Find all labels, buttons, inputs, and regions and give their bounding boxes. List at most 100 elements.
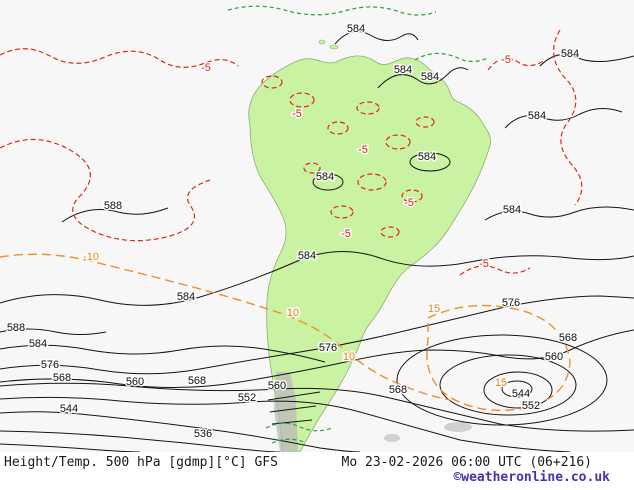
contour-label: 584	[347, 23, 365, 35]
temp-orange-low-loop	[426, 304, 571, 411]
temp-red-amazon-3	[356, 101, 380, 115]
contour-584-right-1	[504, 108, 623, 129]
credit-link[interactable]: ©weatheronline.co.uk	[453, 470, 610, 485]
temp-red-leftmid	[0, 138, 211, 242]
temp-red-amazon-1	[289, 92, 315, 108]
contour-536-south	[0, 430, 281, 452]
temp-red-amazon-5	[415, 116, 435, 128]
contour-label: -5	[501, 54, 511, 66]
contour-label: 544	[60, 403, 78, 415]
contour-label: -5	[479, 258, 489, 270]
temp-red-topright	[487, 57, 546, 71]
contour-588-pacific	[61, 207, 169, 223]
temp-red-amazon-6	[357, 173, 387, 191]
contour-label: 588	[7, 322, 25, 334]
contour-label: 584	[298, 250, 316, 262]
temp-contours-orange-layer	[0, 253, 571, 411]
contour-label: 10	[287, 307, 299, 319]
temp-green-tip-2	[271, 438, 305, 444]
temp-red-amazon-2	[327, 121, 349, 135]
contour-544-cutoff-low	[501, 380, 533, 398]
contour-label: 568	[188, 375, 206, 387]
contour-label: 568	[389, 384, 407, 396]
contour-label: 568	[53, 372, 71, 384]
contour-label: 584	[503, 204, 521, 216]
terrain-blob-southeast	[444, 422, 472, 432]
contour-label: -5	[341, 228, 351, 240]
contour-label: 10	[343, 351, 355, 363]
contour-552-cutoff-low	[483, 371, 553, 409]
contour-544-south	[0, 411, 361, 452]
contour-584-top-a	[334, 31, 419, 45]
contour-label: 560	[126, 376, 144, 388]
temp-red-amazon-7	[401, 189, 423, 203]
contour-labels-layer: 584 584 584 584 584 584 584 584 588 584 584 588 584 5…	[5, 22, 580, 442]
contour-label: -5	[358, 144, 368, 156]
temp-green-equator	[227, 5, 437, 16]
contour-584-loop-center	[312, 173, 344, 191]
contour-568-cutoff-low	[396, 334, 608, 426]
contour-588-south	[0, 328, 107, 335]
contour-label: 544	[512, 388, 530, 400]
contour-584-subtropical-ridge	[0, 251, 634, 306]
andes-terrain-shading	[274, 372, 298, 452]
contour-label: 560	[545, 351, 563, 363]
temp-orange-minus10	[0, 253, 451, 401]
contour-584-guyana	[377, 67, 469, 89]
contour-584-south	[0, 344, 326, 363]
contour-584-right-2	[484, 206, 634, 221]
contour-568-south	[0, 329, 634, 389]
footer-caption-row: Height/Temp. 500 hPa [gdmp][°C] GFS Mo 2…	[0, 452, 634, 470]
contour-label: 560	[268, 380, 286, 392]
temp-red-amazon-4	[385, 134, 411, 150]
contour-label: 568	[559, 332, 577, 344]
contour-label: 584	[394, 64, 412, 76]
contour-label: -5	[201, 62, 211, 74]
temp-red-amazon-10	[380, 226, 400, 238]
south-america-coastline	[248, 55, 491, 452]
contour-584-loop-east	[409, 152, 451, 172]
contour-patagonia-2	[269, 405, 317, 413]
map-datetime: Mo 23-02-2026 06:00 UTC (06+216)	[341, 455, 592, 470]
contour-label: 584	[421, 71, 439, 83]
contour-label: 576	[502, 297, 520, 309]
contour-label: 576	[41, 359, 59, 371]
contour-label: 536	[194, 428, 212, 440]
contour-patagonia-3	[271, 419, 313, 425]
temp-red-topleft	[0, 48, 239, 68]
contour-label: -5	[404, 197, 414, 209]
contour-label: 584	[29, 338, 47, 350]
island-small-2	[318, 39, 326, 45]
contour-patagonia-1	[267, 391, 321, 401]
contour-560-south	[0, 382, 634, 432]
contour-576-south	[0, 295, 634, 375]
temp-contours-red-layer	[0, 29, 583, 276]
terrain-blob-islands	[384, 434, 400, 442]
contour-label: 584	[316, 171, 334, 183]
contour-extra-bottom	[0, 443, 141, 452]
temp-red-colombia	[261, 75, 283, 89]
temp-red-rightside	[553, 29, 583, 206]
temp-contours-green-layer	[227, 5, 489, 444]
contour-label: 15	[428, 303, 440, 315]
temp-red-amazon-8	[330, 205, 354, 219]
contour-label: 584	[177, 291, 195, 303]
contour-label: 15	[495, 377, 507, 389]
island-small-1	[329, 44, 339, 50]
contour-label: 552	[522, 400, 540, 412]
contour-label: -10	[83, 251, 99, 263]
contour-label: 584	[418, 151, 436, 163]
temp-green-tip-1	[265, 422, 333, 432]
contour-label: 552	[238, 392, 256, 404]
temp-green-guyana	[414, 52, 489, 63]
landmass-layer	[248, 39, 491, 452]
height-contours-layer	[0, 31, 634, 452]
contour-560-cutoff-low	[439, 354, 577, 416]
contour-label: 588	[104, 200, 122, 212]
temp-red-subtropic	[459, 265, 531, 276]
footer-bar: Height/Temp. 500 hPa [gdmp][°C] GFS Mo 2…	[0, 452, 634, 490]
temp-red-amazon-9	[303, 162, 321, 174]
contour-label: 584	[528, 110, 546, 122]
map-canvas: 584 584 584 584 584 584 584 584 588 584 584 588 584 5…	[0, 5, 634, 452]
